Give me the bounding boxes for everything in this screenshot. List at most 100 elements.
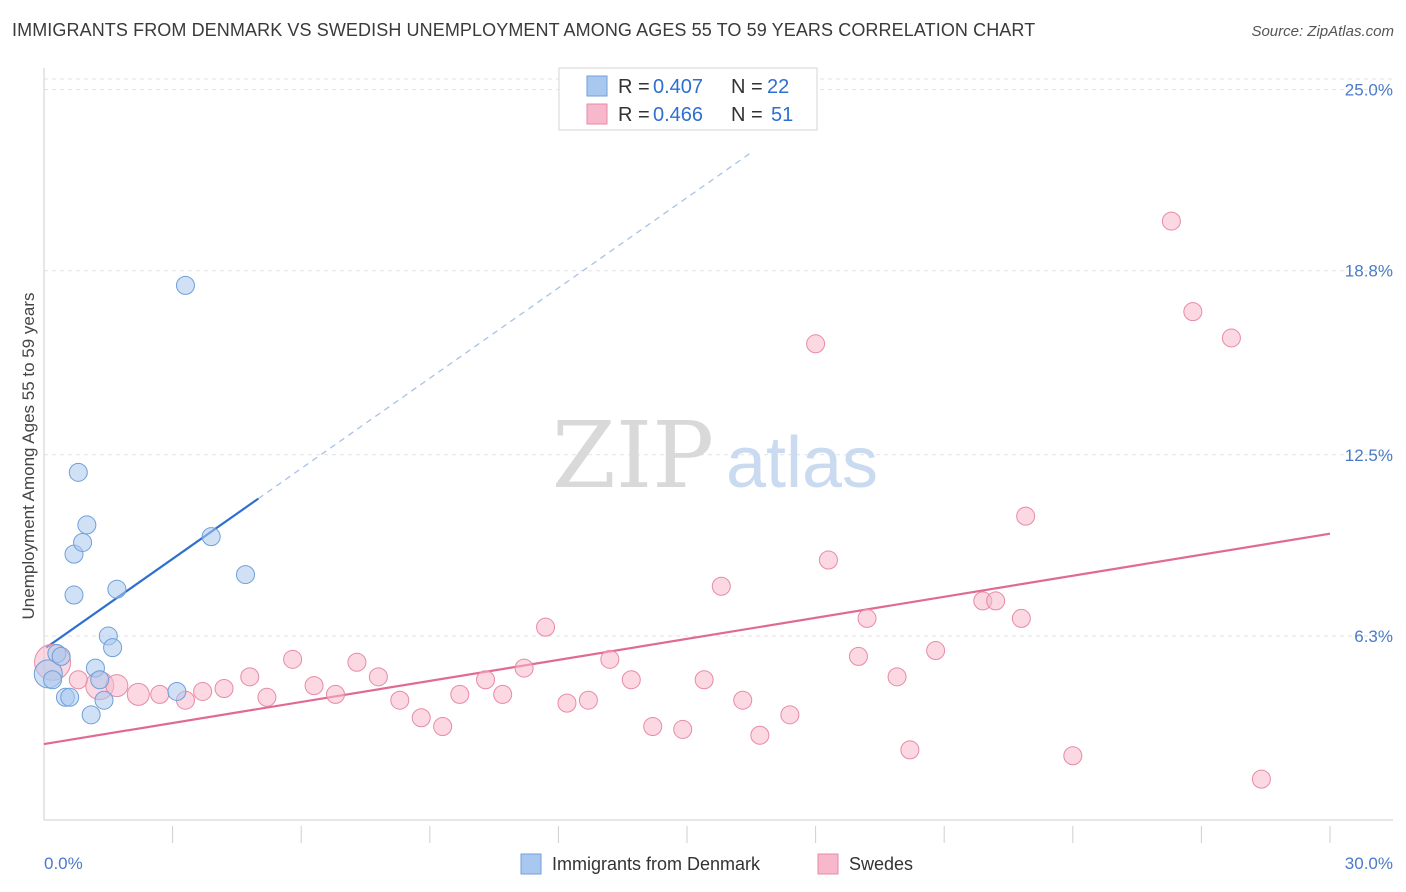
point-swedes xyxy=(643,717,663,737)
point-denmark xyxy=(60,687,80,707)
point-swedes xyxy=(68,670,88,690)
y-tick-labels: 6.3% 12.5% 18.8% 25.0% xyxy=(1345,81,1393,646)
point-swedes xyxy=(257,687,277,707)
point-denmark xyxy=(68,462,88,482)
point-denmark xyxy=(81,705,101,725)
trend-line-denmark xyxy=(45,497,259,649)
point-swedes xyxy=(433,717,453,737)
legend-r-value-denmark: 0.407 xyxy=(653,76,703,98)
point-denmark xyxy=(235,565,255,585)
point-denmark xyxy=(103,638,123,658)
point-swedes xyxy=(780,705,800,725)
y-tick-label: 6.3% xyxy=(1354,627,1393,646)
point-denmark xyxy=(51,646,71,666)
point-denmark xyxy=(90,670,110,690)
point-swedes xyxy=(986,591,1006,611)
point-swedes xyxy=(536,617,556,637)
point-swedes xyxy=(557,693,577,713)
point-swedes xyxy=(857,608,877,628)
y-tick-label: 12.5% xyxy=(1345,446,1393,465)
point-denmark xyxy=(167,681,187,701)
point-swedes xyxy=(926,641,946,661)
legend-n-label-swedes: N = xyxy=(731,104,763,126)
bottom-legend-swatch-swedes xyxy=(817,853,839,875)
legend-n-value-denmark: 22 xyxy=(767,76,789,98)
y-axis-title: Unemployment Among Ages 55 to 59 years xyxy=(19,293,38,620)
point-swedes xyxy=(818,550,838,570)
bottom-legend: Immigrants from Denmark Swedes xyxy=(520,853,913,875)
y-tick-label: 25.0% xyxy=(1345,81,1393,100)
axes xyxy=(43,68,1393,843)
x-tick-max: 30.0% xyxy=(1345,854,1393,873)
point-swedes xyxy=(733,690,753,710)
point-swedes xyxy=(1063,746,1083,766)
point-swedes xyxy=(578,690,598,710)
bottom-legend-swatch-denmark xyxy=(520,853,542,875)
x-tick-min: 0.0% xyxy=(44,854,83,873)
point-denmark xyxy=(175,275,195,295)
watermark: ZIP atlas xyxy=(552,402,878,509)
y-tick-label: 18.8% xyxy=(1345,262,1393,281)
point-swedes xyxy=(1221,328,1241,348)
point-swedes xyxy=(493,684,513,704)
point-swedes xyxy=(806,334,826,354)
watermark-zip: ZIP xyxy=(552,402,714,509)
point-swedes xyxy=(193,681,213,701)
legend-n-value-swedes: 51 xyxy=(771,104,793,126)
point-swedes xyxy=(476,670,496,690)
point-swedes xyxy=(887,667,907,687)
legend-swatch-denmark xyxy=(586,75,608,97)
point-swedes xyxy=(600,649,620,669)
bottom-legend-label-swedes: Swedes xyxy=(849,854,913,874)
point-swedes xyxy=(283,649,303,669)
point-swedes xyxy=(150,684,170,704)
legend: R = 0.407 N = 22 R = 0.466 N = 51 xyxy=(558,67,818,131)
legend-swatch-swedes xyxy=(586,103,608,125)
point-denmark xyxy=(107,579,127,599)
point-swedes xyxy=(1161,211,1181,231)
point-swedes xyxy=(1016,506,1036,526)
point-swedes xyxy=(240,667,260,687)
x-tick-labels: 0.0% 30.0% xyxy=(44,854,1393,873)
point-denmark xyxy=(64,585,84,605)
data-points xyxy=(33,211,1271,789)
point-swedes xyxy=(450,684,470,704)
source-credit: Source: ZipAtlas.com xyxy=(1251,23,1394,40)
point-swedes xyxy=(304,676,324,696)
point-swedes xyxy=(848,646,868,666)
point-swedes xyxy=(347,652,367,672)
point-swedes xyxy=(514,658,534,678)
point-denmark xyxy=(43,670,63,690)
point-swedes xyxy=(1183,302,1203,322)
point-swedes xyxy=(900,740,920,760)
point-swedes xyxy=(711,576,731,596)
grid-lines xyxy=(44,78,1393,637)
chart-title: IMMIGRANTS FROM DENMARK VS SWEDISH UNEMP… xyxy=(12,20,1036,40)
watermark-atlas: atlas xyxy=(726,423,878,503)
point-swedes xyxy=(673,719,693,739)
legend-r-label-denmark: R = xyxy=(618,76,650,98)
point-swedes xyxy=(694,670,714,690)
point-swedes xyxy=(325,684,345,704)
trend-line-denmark-extension xyxy=(257,151,752,500)
trend-lines xyxy=(43,151,1331,746)
legend-r-value-swedes: 0.466 xyxy=(653,104,703,126)
point-denmark xyxy=(77,515,97,535)
point-swedes xyxy=(368,667,388,687)
point-swedes xyxy=(126,682,150,706)
point-denmark xyxy=(201,527,221,547)
point-swedes xyxy=(1011,608,1031,628)
point-swedes xyxy=(214,679,234,699)
bottom-legend-label-denmark: Immigrants from Denmark xyxy=(552,854,761,874)
point-swedes xyxy=(411,708,431,728)
point-swedes xyxy=(621,670,641,690)
point-denmark xyxy=(73,532,93,552)
point-swedes xyxy=(750,725,770,745)
point-denmark xyxy=(94,690,114,710)
legend-r-label-swedes: R = xyxy=(618,104,650,126)
point-swedes xyxy=(1251,769,1271,789)
point-swedes xyxy=(390,690,410,710)
trend-line-swedes xyxy=(43,532,1331,746)
legend-n-label-denmark: N = xyxy=(731,76,763,98)
